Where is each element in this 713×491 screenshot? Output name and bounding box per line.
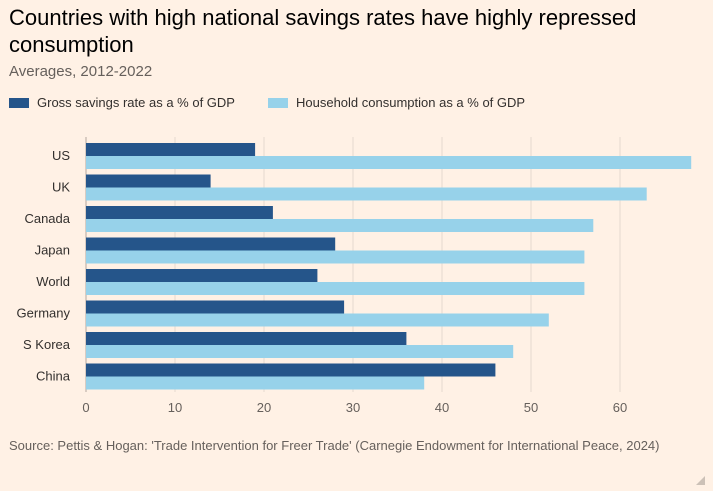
bar-consumption: [86, 313, 549, 327]
bar-savings: [86, 363, 496, 377]
category-label: Canada: [24, 211, 70, 226]
category-label: UK: [52, 180, 70, 195]
bar-savings: [86, 332, 407, 345]
bar-savings: [86, 143, 256, 156]
legend-swatch-savings: [9, 98, 29, 108]
x-tick-label: 60: [613, 400, 627, 415]
bar-savings: [86, 269, 318, 282]
chart-subtitle: Averages, 2012-2022: [9, 63, 153, 80]
source-note: Source: Pettis & Hogan: 'Trade Intervent…: [9, 438, 660, 453]
chart-title: Countries with high national savings rat…: [9, 5, 637, 57]
bar-consumption: [86, 219, 594, 232]
legend-label-consumption: Household consumption as a % of GDP: [296, 95, 526, 110]
category-label: China: [36, 369, 71, 384]
bar-consumption: [86, 156, 692, 169]
bar-consumption: [86, 282, 585, 295]
category-label: S Korea: [23, 337, 71, 352]
bar-savings: [86, 300, 345, 314]
bar-savings: [86, 237, 336, 251]
bar-consumption: [86, 250, 585, 264]
category-label: US: [52, 148, 70, 163]
x-tick-label: 20: [257, 400, 271, 415]
x-tick-label: 30: [346, 400, 360, 415]
bar-chart: 0 10 20 30 40 50 60 US UK Canada Japan World Germany…: [17, 137, 692, 415]
x-tick-label: 0: [82, 400, 89, 415]
category-label: Germany: [17, 306, 71, 321]
category-label: Japan: [35, 243, 70, 258]
x-tick-label: 10: [168, 400, 182, 415]
bar-savings: [86, 206, 273, 219]
resize-corner-icon: [696, 476, 705, 485]
bar-consumption: [86, 187, 647, 201]
bar-consumption: [86, 376, 425, 390]
x-tick-label: 50: [524, 400, 538, 415]
legend-swatch-consumption: [268, 98, 288, 108]
x-tick-label: 40: [435, 400, 449, 415]
legend-label-savings: Gross savings rate as a % of GDP: [37, 95, 235, 110]
bar-consumption: [86, 345, 514, 358]
category-label: World: [36, 274, 70, 289]
bar-savings: [86, 174, 211, 188]
